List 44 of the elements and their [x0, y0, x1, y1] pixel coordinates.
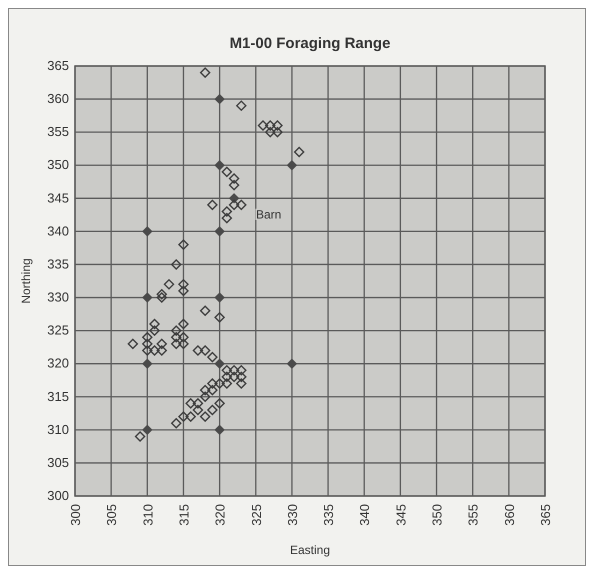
point: [214, 424, 225, 435]
point: [142, 358, 152, 369]
x-tick-label: 310: [140, 504, 156, 526]
x-tick-label: 360: [502, 504, 517, 526]
y-tick-label: 350: [47, 157, 69, 172]
point: [142, 292, 152, 303]
y-tick-label: 320: [47, 356, 69, 371]
x-tick-label: 365: [538, 504, 553, 526]
point: [142, 226, 152, 236]
x-tick-label: 300: [68, 504, 83, 526]
x-tick-label: 315: [176, 504, 192, 526]
x-tick-label: 305: [104, 504, 120, 526]
point: [214, 292, 225, 303]
x-tick-label: 320: [212, 504, 228, 526]
point: [286, 358, 297, 369]
point: [214, 94, 225, 104]
point: [214, 358, 225, 369]
x-tick-label: 340: [357, 504, 372, 526]
x-tick-label: 355: [466, 504, 481, 526]
annotation: Barn: [256, 208, 282, 222]
x-axis-title: Easting: [290, 543, 330, 557]
x-tick-label: 330: [284, 504, 300, 526]
point: [214, 226, 225, 236]
y-tick-label: 300: [47, 488, 69, 503]
y-tick-label: 330: [47, 290, 69, 305]
y-tick-label: 305: [47, 454, 69, 470]
y-axis-title: Northing: [19, 258, 33, 304]
x-tick-label: 350: [430, 504, 445, 526]
y-tick-label: 360: [47, 91, 69, 106]
chart-title: M1-00 Foraging Range: [230, 35, 390, 52]
x-tick-label: 325: [248, 504, 264, 526]
y-tick-label: 310: [47, 422, 69, 437]
x-tick-label: 345: [393, 504, 408, 526]
x-tick-label: 335: [321, 504, 336, 526]
y-tick-label: 325: [47, 322, 69, 338]
y-tick-label: 335: [47, 256, 69, 272]
y-tick-label: 355: [47, 124, 69, 140]
y-tick-label: 365: [47, 58, 69, 73]
y-tick-label: 340: [47, 223, 69, 238]
y-tick-label: 345: [47, 190, 69, 206]
point: [286, 160, 297, 170]
point: [214, 160, 225, 170]
point: [142, 424, 152, 435]
y-tick-label: 315: [47, 388, 69, 404]
